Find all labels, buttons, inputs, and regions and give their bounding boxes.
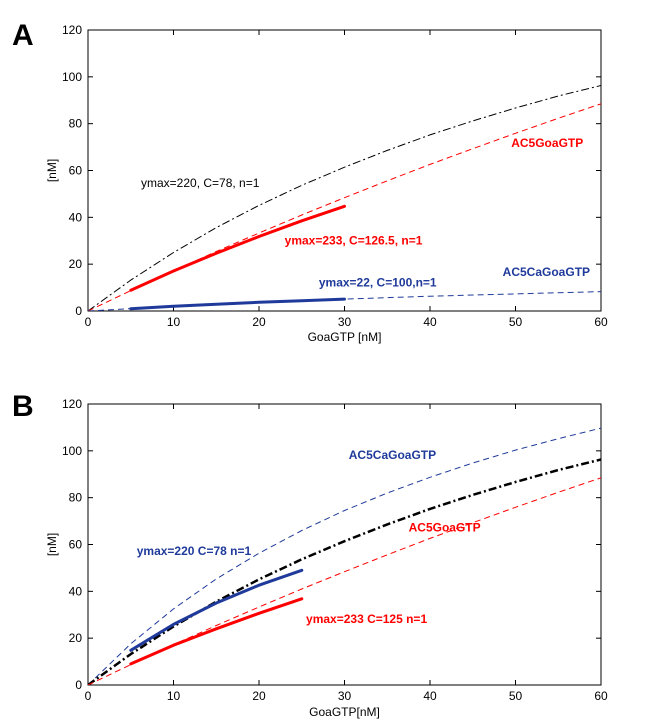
y-axis-label: [nM] <box>45 533 59 556</box>
y-tick-label: 0 <box>75 678 82 692</box>
y-tick-label: 40 <box>69 584 83 598</box>
chart-panel-b: 0 10 20 30 40 50 60 0 20 40 60 80 100 120 GoaGTP[nM] [n… <box>45 397 608 719</box>
annotation-label-2: AC5GoaGTP <box>409 521 481 535</box>
y-tick-label: 120 <box>62 23 82 37</box>
y-tick-label: 0 <box>75 304 82 318</box>
y-tick-label: 20 <box>69 257 83 271</box>
series-line-4 <box>129 568 304 652</box>
x-tick-label: 30 <box>338 689 352 703</box>
series-line-2 <box>88 458 601 685</box>
x-tick-label: 20 <box>252 315 266 329</box>
chart-panel-a: 0 10 20 30 40 50 60 0 20 40 60 80 100 120 GoaGTP [nM] [… <box>45 23 608 344</box>
x-tick-label: 20 <box>252 689 266 703</box>
annotation-label-1: AC5CaGoaGTP <box>349 448 436 462</box>
y-tick-label: 60 <box>69 164 83 178</box>
y-tick-label: 80 <box>69 491 83 505</box>
x-tick-label: 30 <box>338 315 352 329</box>
annotation-label-3: ymax=233, C=126.5, n=1 <box>285 233 423 247</box>
panel-label-b: B <box>12 390 34 423</box>
y-tick-label: 100 <box>62 444 82 458</box>
annotation-label-4: ymax=22, C=100,n=1 <box>319 275 437 289</box>
annotation-label-4: ymax=233 C=125 n=1 <box>306 612 427 626</box>
panel-label-a: A <box>12 19 34 52</box>
y-tick-label: 20 <box>69 631 83 645</box>
series-line-5 <box>129 597 304 666</box>
y-tick-label: 60 <box>69 538 83 552</box>
series-line-3 <box>129 204 346 292</box>
y-tick-label: 40 <box>69 210 83 224</box>
y-tick-label: 100 <box>62 70 82 84</box>
series-line-1 <box>88 85 601 311</box>
series-line-1 <box>88 427 601 685</box>
x-tick-label: 40 <box>423 315 437 329</box>
x-axis-label: GoaGTP [nM] <box>308 330 382 344</box>
y-axis-label: [nM] <box>45 159 59 182</box>
annotation-label-2: AC5GoaGTP <box>511 136 583 150</box>
x-tick-label: 60 <box>594 689 608 703</box>
y-tick-label: 80 <box>69 117 83 131</box>
series-group <box>88 427 601 685</box>
x-axis-label: GoaGTP[nM] <box>309 705 380 719</box>
x-tick-label: 10 <box>167 315 181 329</box>
y-tick-label: 120 <box>62 397 82 411</box>
series-line-3 <box>88 477 601 685</box>
series-line-5 <box>129 297 346 311</box>
x-tick-label: 50 <box>509 315 523 329</box>
annotation-label-5: AC5CaGoaGTP <box>503 265 590 279</box>
x-tick-label: 10 <box>167 689 181 703</box>
x-tick-label: 40 <box>423 689 437 703</box>
x-tick-label: 0 <box>85 315 92 329</box>
series-group <box>88 85 601 311</box>
x-tick-label: 50 <box>509 689 523 703</box>
x-tick-label: 60 <box>594 315 608 329</box>
x-tick-label: 0 <box>85 689 92 703</box>
annotation-label-3: ymax=220 C=78 n=1 <box>137 544 252 558</box>
annotation-label-1: ymax=220, C=78, n=1 <box>141 176 260 190</box>
